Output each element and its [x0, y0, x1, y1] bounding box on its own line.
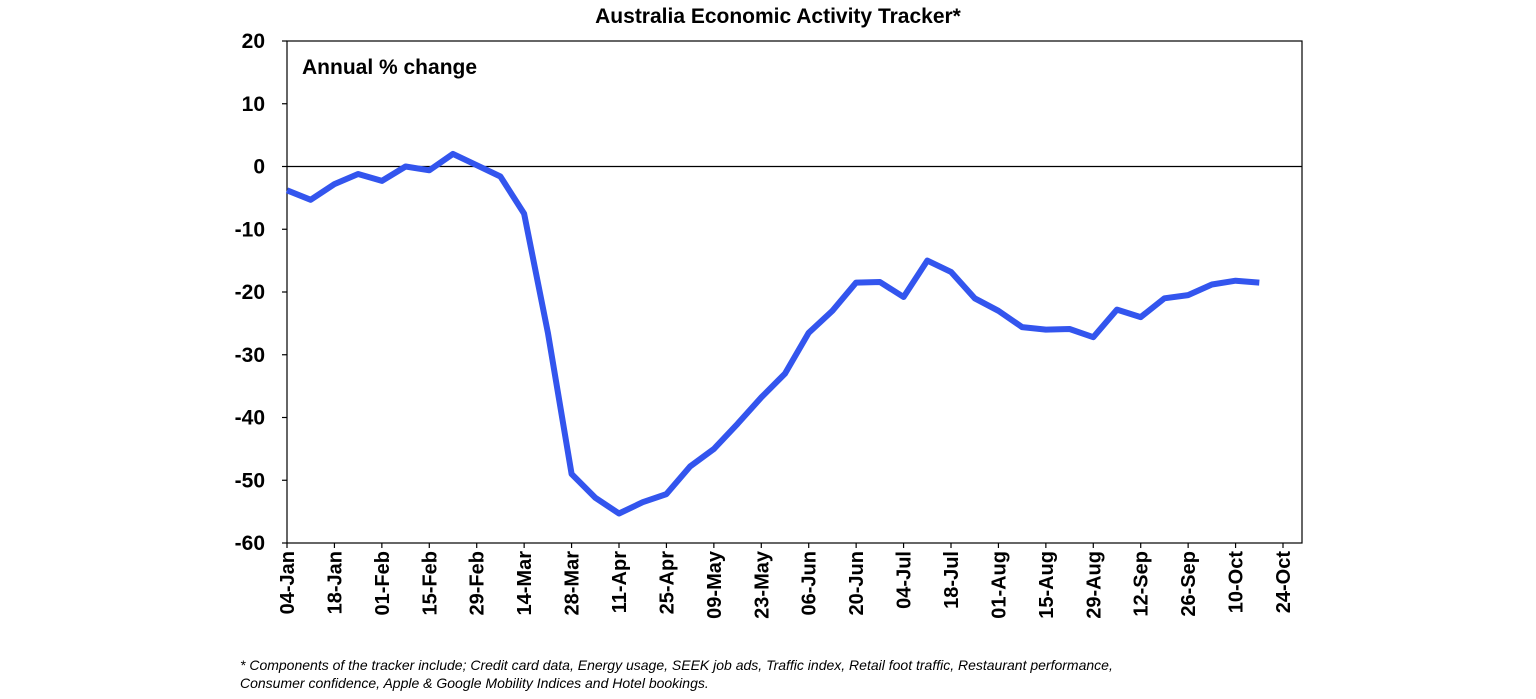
x-tick-label: 18-Jul — [941, 551, 963, 609]
x-tick-label: 01-Aug — [988, 551, 1010, 619]
x-tick-label: 04-Jul — [894, 551, 916, 609]
x-tick-label: 06-Jun — [799, 551, 821, 615]
x-tick-label: 15-Feb — [419, 551, 441, 615]
x-tick-label: 18-Jan — [324, 551, 346, 614]
y-tick-label: -40 — [235, 407, 265, 430]
x-tick-label: 12-Sep — [1131, 551, 1153, 617]
x-tick-label: 11-Apr — [609, 551, 631, 613]
series-line — [285, 150, 1260, 517]
chart-title: Australia Economic Activity Tracker* — [595, 5, 962, 28]
y-axis-label: Annual % change — [302, 56, 477, 79]
y-tick-label: -20 — [235, 281, 265, 304]
footnote: * Components of the tracker include; Cre… — [240, 656, 1340, 692]
y-tick-label: -50 — [235, 469, 265, 492]
x-tick-label: 25-Apr — [656, 551, 678, 615]
x-tick-label: 29-Aug — [1083, 551, 1105, 619]
y-tick-label: -60 — [235, 532, 265, 555]
x-tick-label: 09-May — [704, 550, 726, 619]
y-tick-label: 10 — [242, 93, 265, 116]
x-tick-label: 24-Oct — [1273, 551, 1295, 614]
footnote-line-1: * Components of the tracker include; Cre… — [240, 657, 1113, 673]
x-tick-label: 29-Feb — [467, 551, 489, 615]
x-tick-label: 28-Mar — [562, 551, 584, 616]
x-axis: 04-Jan 18-Jan 01-Feb 15-Feb 29-Feb 14-Mar 28-M… — [277, 543, 1295, 619]
y-tick-label: 20 — [242, 30, 265, 53]
y-axis: 20 10 0 -10 -20 -30 -40 -50 -60 — [235, 30, 287, 555]
series-group — [285, 150, 1260, 517]
y-tick-label: -10 — [235, 218, 265, 241]
x-tick-label: 15-Aug — [1036, 551, 1058, 619]
y-tick-label: 0 — [253, 156, 265, 179]
x-tick-label: 20-Jun — [846, 551, 868, 615]
y-tick-label: -30 — [235, 344, 265, 367]
x-tick-label: 26-Sep — [1178, 551, 1200, 617]
x-tick-label: 01-Feb — [372, 551, 394, 615]
x-tick-label: 04-Jan — [277, 551, 299, 614]
x-tick-label: 10-Oct — [1226, 551, 1248, 614]
x-tick-label: 14-Mar — [514, 551, 536, 616]
x-tick-label: 23-May — [751, 550, 773, 619]
plot-area — [286, 40, 1303, 544]
footnote-line-2: Consumer confidence, Apple & Google Mobi… — [240, 675, 709, 691]
